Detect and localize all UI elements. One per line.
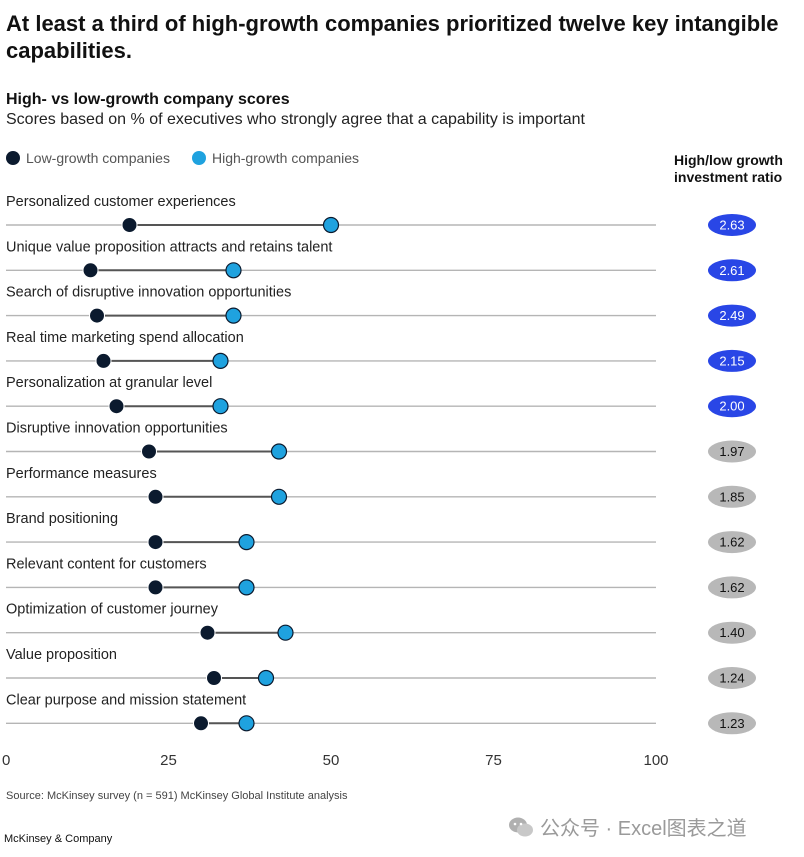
x-tick-label: 25 <box>160 752 177 769</box>
chart-subtitle: High- vs low-growth company scores <box>6 91 290 108</box>
ratio-header-line2: investment ratio <box>674 169 783 185</box>
high-growth-point <box>270 488 288 505</box>
ratio-badge <box>708 440 756 463</box>
category-label: Unique value proposition attracts and re… <box>6 239 332 255</box>
category-label: Value proposition <box>6 647 117 663</box>
legend-low-marker <box>6 151 20 165</box>
low-growth-point <box>147 579 164 596</box>
ratio-badge <box>708 531 756 554</box>
high-growth-point <box>212 352 229 369</box>
high-growth-point <box>225 262 242 279</box>
low-growth-point <box>141 443 157 460</box>
category-label: Real time marketing spend allocation <box>6 330 244 346</box>
ratio-badge <box>708 349 756 372</box>
low-growth-point <box>147 534 164 551</box>
ratio-value: 2.15 <box>719 353 744 368</box>
low-growth-point <box>206 670 222 686</box>
ratio-value: 2.63 <box>719 218 744 233</box>
high-growth-point <box>322 216 340 234</box>
low-growth-point <box>193 715 209 732</box>
ratio-value: 2.00 <box>719 399 744 414</box>
low-growth-point <box>121 217 138 233</box>
ratio-value: 1.24 <box>719 671 744 686</box>
ratio-value: 2.49 <box>719 308 744 323</box>
x-tick-label: 0 <box>2 752 10 769</box>
legend-item-low: Low-growth companies <box>6 150 170 166</box>
low-growth-point <box>108 398 125 415</box>
ratio-badge <box>708 304 756 327</box>
low-growth-point <box>147 488 164 505</box>
chart-description: Scores based on % of executives who stro… <box>6 111 585 128</box>
ratio-column-header: High/low growth investment ratio <box>674 152 802 186</box>
ratio-badge <box>708 395 756 418</box>
high-growth-point <box>238 533 255 551</box>
watermark-text: 公众号 · Excel图表之道 <box>540 818 747 840</box>
ratio-badge <box>708 576 756 599</box>
category-label: Personalization at granular level <box>6 375 212 391</box>
high-growth-point <box>257 669 275 687</box>
category-label: Relevant content for customers <box>6 556 207 572</box>
legend-high-label: High-growth companies <box>211 150 360 166</box>
ratio-badge <box>708 259 756 282</box>
dumbbell-chart: Personalized customer experiences 2.63 Uni… <box>2 194 756 769</box>
low-growth-point <box>95 352 112 369</box>
category-label: Brand positioning <box>6 511 118 527</box>
low-growth-point <box>89 307 105 324</box>
ratio-badge <box>708 485 756 508</box>
ratio-value: 1.40 <box>719 625 744 640</box>
legend-high-marker <box>191 151 206 165</box>
x-tick-label: 50 <box>323 752 340 769</box>
ratio-badge <box>708 667 756 689</box>
category-label: Clear purpose and mission statement <box>6 692 246 708</box>
category-label: Personalized customer experiences <box>6 194 236 210</box>
ratio-badge <box>708 621 756 644</box>
high-growth-point <box>238 715 255 732</box>
ratio-value: 1.85 <box>719 489 744 504</box>
legend: Low-growth companies High-growth compani… <box>6 150 381 166</box>
low-growth-point <box>199 624 216 641</box>
high-growth-point <box>225 307 242 324</box>
legend-low-label: Low-growth companies <box>26 150 170 166</box>
high-growth-point <box>277 624 294 641</box>
category-label: Search of disruptive innovation opportun… <box>6 285 291 301</box>
high-growth-point <box>212 398 229 415</box>
ratio-value: 1.62 <box>719 535 744 550</box>
category-label: Optimization of customer journey <box>6 602 219 618</box>
ratio-badge <box>708 214 756 236</box>
category-label: Disruptive innovation opportunities <box>6 421 228 437</box>
category-label: Performance measures <box>6 466 157 482</box>
brand-label: McKinsey & Company <box>4 833 113 845</box>
source-note: Source: McKinsey survey (n = 591) McKins… <box>6 790 348 802</box>
ratio-value: 1.97 <box>719 444 744 459</box>
high-growth-point <box>238 579 255 596</box>
low-growth-point <box>82 262 99 279</box>
ratio-badge <box>708 712 756 735</box>
legend-item-high: High-growth companies <box>191 150 360 166</box>
x-tick-label: 75 <box>485 752 502 769</box>
x-tick-label: 100 <box>643 752 668 769</box>
ratio-value: 2.61 <box>719 263 744 278</box>
chart-title: At least a third of high-growth companie… <box>6 11 779 63</box>
ratio-header-line1: High/low growth <box>674 152 783 168</box>
high-growth-point <box>270 443 288 460</box>
wechat-icon <box>509 817 533 836</box>
ratio-value: 1.23 <box>719 716 744 731</box>
watermark: 公众号 · Excel图表之道 <box>508 812 747 841</box>
ratio-value: 1.62 <box>719 580 744 595</box>
